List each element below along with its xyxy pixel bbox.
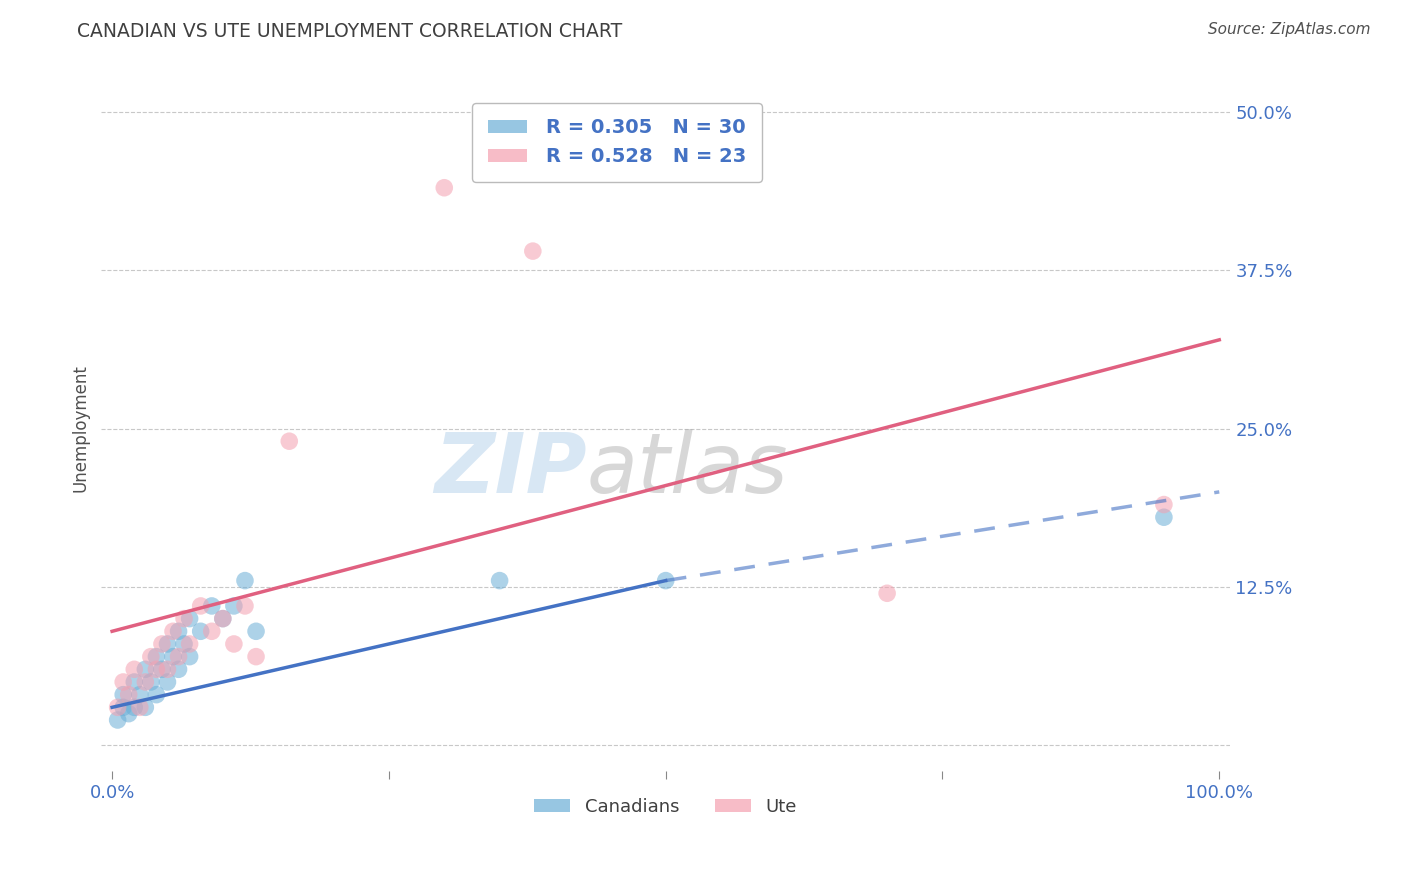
- Point: [1153, 498, 1175, 512]
- Point: [245, 649, 267, 664]
- Point: [107, 713, 129, 727]
- Point: [145, 688, 167, 702]
- Point: [190, 624, 212, 639]
- Point: [233, 574, 256, 588]
- Point: [139, 649, 162, 664]
- Point: [876, 586, 898, 600]
- Point: [134, 675, 156, 690]
- Point: [233, 599, 256, 613]
- Point: [145, 662, 167, 676]
- Point: [211, 612, 233, 626]
- Point: [156, 637, 179, 651]
- Point: [179, 649, 201, 664]
- Point: [654, 574, 676, 588]
- Point: [173, 637, 195, 651]
- Point: [118, 706, 141, 721]
- Point: [173, 612, 195, 626]
- Point: [433, 180, 456, 194]
- Point: [150, 662, 173, 676]
- Point: [112, 688, 135, 702]
- Point: [167, 662, 190, 676]
- Point: [122, 675, 145, 690]
- Point: [179, 612, 201, 626]
- Point: [201, 599, 224, 613]
- Legend: Canadians, Ute: Canadians, Ute: [527, 791, 804, 823]
- Point: [162, 624, 184, 639]
- Point: [522, 244, 544, 259]
- Point: [278, 434, 301, 449]
- Point: [112, 700, 135, 714]
- Point: [488, 574, 510, 588]
- Point: [107, 700, 129, 714]
- Point: [245, 624, 267, 639]
- Point: [190, 599, 212, 613]
- Point: [167, 649, 190, 664]
- Point: [112, 675, 135, 690]
- Point: [134, 700, 156, 714]
- Point: [222, 637, 245, 651]
- Point: [167, 624, 190, 639]
- Text: atlas: atlas: [586, 429, 789, 510]
- Point: [128, 700, 150, 714]
- Point: [222, 599, 245, 613]
- Point: [145, 649, 167, 664]
- Point: [211, 612, 233, 626]
- Y-axis label: Unemployment: Unemployment: [72, 365, 89, 492]
- Text: Source: ZipAtlas.com: Source: ZipAtlas.com: [1208, 22, 1371, 37]
- Point: [1153, 510, 1175, 524]
- Point: [134, 662, 156, 676]
- Point: [156, 675, 179, 690]
- Point: [179, 637, 201, 651]
- Text: ZIP: ZIP: [434, 429, 586, 510]
- Point: [122, 662, 145, 676]
- Text: CANADIAN VS UTE UNEMPLOYMENT CORRELATION CHART: CANADIAN VS UTE UNEMPLOYMENT CORRELATION…: [77, 22, 623, 41]
- Point: [150, 637, 173, 651]
- Point: [139, 675, 162, 690]
- Point: [118, 688, 141, 702]
- Point: [128, 688, 150, 702]
- Point: [122, 700, 145, 714]
- Point: [156, 662, 179, 676]
- Point: [201, 624, 224, 639]
- Point: [162, 649, 184, 664]
